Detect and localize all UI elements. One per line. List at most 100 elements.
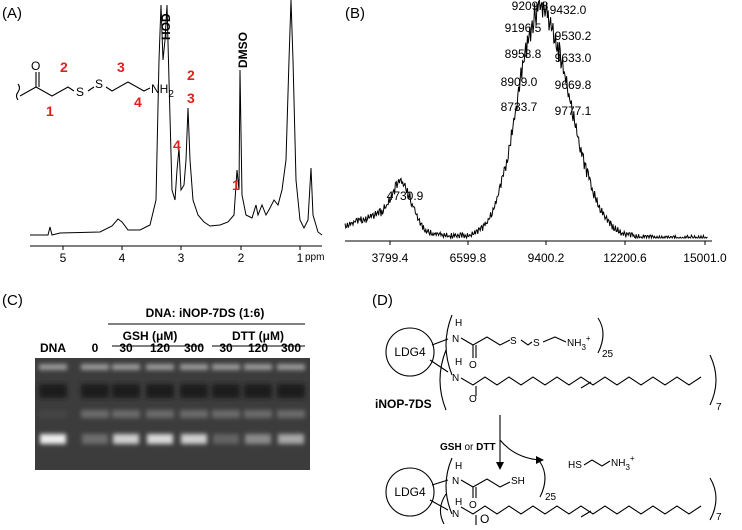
atom: HS bbox=[568, 460, 582, 471]
band bbox=[213, 434, 239, 444]
band bbox=[82, 434, 108, 444]
compound-name: iNOP-7DS bbox=[375, 397, 432, 411]
tick-label: 6599.8 bbox=[450, 251, 487, 265]
core: LDG4 bbox=[394, 485, 426, 499]
lane-label: 300 bbox=[184, 341, 204, 355]
core: LDG4 bbox=[394, 345, 426, 359]
atom: S bbox=[510, 336, 517, 347]
smear bbox=[39, 384, 67, 398]
peak-label: DMSO bbox=[236, 32, 250, 68]
tick-label: 12200.6 bbox=[603, 251, 647, 265]
smear bbox=[146, 410, 174, 418]
panel-label: (C) bbox=[2, 292, 23, 309]
smear bbox=[180, 384, 208, 398]
well bbox=[146, 364, 174, 370]
smear bbox=[81, 384, 109, 398]
lane-label: 0 bbox=[92, 341, 99, 355]
well bbox=[81, 364, 109, 370]
axis-unit: ppm bbox=[305, 252, 324, 263]
peak-label: 8909.0 bbox=[501, 75, 538, 89]
band bbox=[245, 434, 271, 444]
count: 25 bbox=[545, 492, 557, 503]
tick-label: 2 bbox=[238, 251, 245, 265]
peak-label: 9633.0 bbox=[555, 51, 592, 65]
smear bbox=[146, 384, 174, 398]
lane-label: 300 bbox=[281, 341, 301, 355]
atom: N bbox=[452, 334, 459, 345]
atom: H bbox=[455, 497, 462, 508]
tick-label: 5 bbox=[60, 251, 67, 265]
band bbox=[40, 434, 66, 444]
smear bbox=[244, 384, 272, 398]
smear bbox=[212, 384, 240, 398]
panel-label: (D) bbox=[372, 292, 393, 309]
well bbox=[180, 364, 208, 370]
band bbox=[181, 434, 207, 444]
count: 25 bbox=[602, 349, 614, 360]
band bbox=[147, 434, 173, 444]
band bbox=[278, 434, 304, 444]
gel-header: DNA: iNOP-7DS (1:6) bbox=[146, 306, 265, 320]
lane-label: DNA bbox=[40, 341, 66, 355]
atom: NH2 bbox=[151, 82, 174, 100]
smear bbox=[39, 410, 67, 418]
gel-bands bbox=[39, 364, 305, 444]
smear bbox=[112, 410, 140, 418]
atom: N bbox=[452, 373, 459, 384]
atom: H bbox=[455, 461, 462, 472]
ms-spectrum bbox=[344, 0, 708, 240]
tick-label: 15001.0 bbox=[683, 251, 727, 265]
lane-label: 120 bbox=[150, 341, 170, 355]
peak-label: 8733.7 bbox=[501, 100, 538, 114]
atom: O bbox=[469, 394, 477, 405]
peak-label: HOD bbox=[159, 13, 173, 40]
peak-label: 8958.8 bbox=[505, 47, 542, 61]
atom: SH bbox=[511, 476, 525, 487]
well bbox=[277, 364, 305, 370]
smear bbox=[112, 384, 140, 398]
position: 2 bbox=[60, 59, 68, 75]
position: 4 bbox=[134, 94, 142, 110]
count: 7 bbox=[716, 402, 722, 413]
peak-label: 9530.2 bbox=[555, 29, 592, 43]
smear bbox=[81, 410, 109, 418]
count: 7 bbox=[716, 512, 722, 523]
lane-label: 30 bbox=[119, 341, 133, 355]
band bbox=[113, 434, 139, 444]
smear bbox=[180, 410, 208, 418]
tick-label: 9400.2 bbox=[528, 251, 565, 265]
peak-label: 4730.9 bbox=[387, 189, 424, 203]
peak-label: 9209.8 bbox=[512, 0, 549, 13]
atom: S bbox=[95, 77, 103, 91]
atom: O bbox=[469, 360, 477, 371]
reagents: GSH or DTT bbox=[440, 442, 496, 453]
peak-number: 2 bbox=[187, 67, 195, 83]
structure: O S S NH2 1 2 3 4 bbox=[15, 59, 174, 119]
atom: H bbox=[455, 357, 462, 368]
atom: O bbox=[469, 500, 477, 511]
tick-label: 1 bbox=[297, 251, 304, 265]
lane-label: 30 bbox=[219, 341, 233, 355]
peak-labels: 4730.9 9209.8 9432.0 9196.5 9530.2 8958.8 9633… bbox=[387, 0, 592, 203]
peak-number: 4 bbox=[173, 137, 181, 153]
atom: O bbox=[31, 59, 40, 73]
tick-label: 4 bbox=[119, 251, 126, 265]
atom: S bbox=[533, 338, 540, 349]
x-ticks: 3799.4 6599.8 9400.2 12200.6 15001.0 bbox=[372, 241, 727, 265]
position: 1 bbox=[46, 103, 54, 119]
peak-label: 9432.0 bbox=[550, 3, 587, 17]
peak-label: 9777.1 bbox=[555, 104, 592, 118]
panel-label: (B) bbox=[345, 5, 365, 22]
atom: O bbox=[480, 512, 489, 525]
well bbox=[212, 364, 240, 370]
atom: N bbox=[452, 509, 459, 520]
peak-number: 3 bbox=[187, 90, 195, 106]
group-label: GSH (μM) bbox=[123, 329, 178, 343]
atom: NH3+ bbox=[611, 454, 635, 472]
panel-label: (A) bbox=[2, 5, 22, 22]
peak-number: 1 bbox=[232, 177, 240, 193]
smear bbox=[277, 384, 305, 398]
well bbox=[244, 364, 272, 370]
smear bbox=[212, 410, 240, 418]
